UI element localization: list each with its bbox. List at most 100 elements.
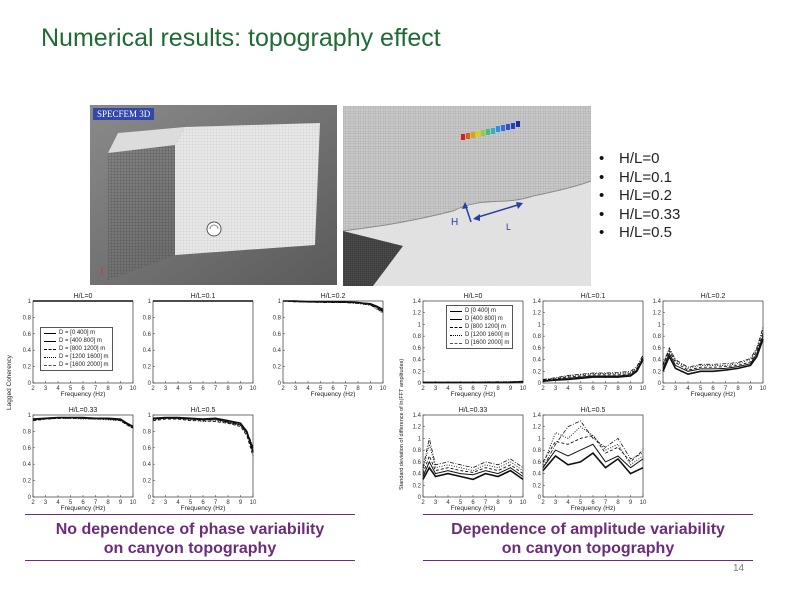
y-tick-label: 1.4 (533, 413, 542, 419)
page-number: 14 (733, 563, 745, 574)
x-tick-label: 9 (119, 386, 123, 392)
x-tick-label: 3 (164, 386, 168, 392)
x-tick-label: 8 (226, 386, 230, 392)
x-tick-label: 10 (380, 386, 387, 392)
legend-entry: D = [0 400] m (44, 329, 109, 337)
y-tick-label: 0 (148, 495, 152, 501)
x-tick-label: 7 (214, 386, 218, 392)
x-tick-label: 3 (164, 500, 168, 506)
y-tick-label: 1.4 (653, 299, 662, 305)
y-tick-label: 0.4 (413, 358, 422, 364)
y-tick-label: 1 (148, 299, 152, 305)
x-tick-label: 8 (226, 500, 230, 506)
x-tick-label: 2 (151, 386, 155, 392)
amplitude-ylabel: Standard deviation of difference of ln(F… (399, 358, 405, 490)
x-tick-label: 9 (749, 386, 753, 392)
y-tick-label: 0 (418, 381, 422, 387)
x-tick-label: 6 (471, 500, 475, 506)
x-tick-label: 4 (56, 500, 60, 506)
series-line (422, 444, 524, 472)
legend-entry: D [1600 2000] m (450, 339, 509, 347)
x-tick-label: 5 (459, 386, 463, 392)
series-line (152, 417, 254, 447)
x-tick-label: 6 (81, 386, 85, 392)
plot-area (152, 414, 254, 498)
legend-entry: D [400 800] m (450, 315, 509, 323)
x-tick-label: 6 (201, 386, 205, 392)
series-line (662, 338, 764, 376)
list-item: H/L=0.1 (597, 169, 680, 188)
legend-entry: D = [400 800] m (44, 337, 109, 345)
chart-title: H/L=0.1 (581, 293, 606, 300)
y-tick-label: 1.2 (533, 425, 542, 431)
caption-line: No dependence of phase variability (55, 521, 325, 538)
legend-entry: D = [1200 1600] m (44, 353, 109, 361)
y-tick-label: 1.2 (533, 311, 542, 317)
x-tick-label: 10 (250, 386, 257, 392)
list-item: H/L=0.33 (597, 206, 680, 225)
y-tick-label: 0.2 (533, 483, 542, 489)
y-tick-label: 0.2 (273, 365, 282, 371)
plot-area (32, 414, 134, 498)
x-tick-label: 7 (484, 500, 488, 506)
x-tick-label: 9 (239, 500, 243, 506)
x-tick-label: 10 (250, 500, 257, 506)
x-tick-label: 10 (760, 386, 767, 392)
chart-title: H/L=0.2 (321, 293, 346, 300)
x-tick-label: 3 (434, 500, 438, 506)
y-tick-label: 0 (538, 381, 542, 387)
x-tick-label: 3 (44, 500, 48, 506)
series-line (542, 443, 644, 469)
x-tick-label: 5 (189, 500, 193, 506)
y-tick-label: 1 (28, 413, 32, 419)
plot-area (282, 300, 384, 384)
series-line (662, 333, 764, 371)
x-tick-label: 8 (356, 386, 360, 392)
series-line (282, 300, 384, 313)
list-item: H/L=0.5 (597, 224, 680, 243)
y-tick-label: 0.6 (273, 332, 282, 338)
y-tick-label: 0 (148, 381, 152, 387)
y-tick-label: 0.4 (533, 358, 542, 364)
x-tick-label: 9 (629, 500, 633, 506)
y-tick-label: 0.6 (143, 332, 152, 338)
x-tick-label: 2 (661, 386, 665, 392)
x-tick-label: 6 (711, 386, 715, 392)
y-tick-label: 0.2 (533, 369, 542, 375)
series-line (423, 380, 524, 383)
y-tick-label: 0 (658, 381, 662, 387)
canyon-drawing: H L (343, 106, 591, 286)
y-tick-label: 0.8 (413, 448, 422, 454)
y-tick-label: 1 (28, 299, 32, 305)
y-tick-label: 0.6 (143, 446, 152, 452)
y-tick-label: 0.4 (23, 462, 32, 468)
x-tick-label: 9 (629, 386, 633, 392)
y-tick-label: 1 (418, 436, 422, 442)
x-tick-label: 5 (189, 386, 193, 392)
x-tick-label: 10 (640, 386, 647, 392)
chart-title: H/L=0 (74, 293, 93, 300)
series-line (542, 434, 644, 463)
list-item: H/L=0 (597, 150, 680, 169)
caption-line: on canyon topography (501, 540, 675, 557)
series-line (542, 420, 644, 468)
x-tick-label: 8 (496, 500, 500, 506)
l-label: L (506, 222, 511, 232)
software-label: SPECFEM 3D (93, 108, 155, 120)
chart-title: H/L=0.5 (191, 407, 216, 414)
y-tick-label: 0.8 (23, 315, 32, 321)
x-tick-label: 10 (520, 500, 527, 506)
y-tick-label: 0.6 (23, 446, 32, 452)
y-tick-label: 0.2 (23, 479, 32, 485)
y-tick-label: 0.6 (653, 346, 662, 352)
plot-area (542, 300, 644, 384)
y-tick-label: 0.4 (533, 472, 542, 478)
chart-title: H/L=0.5 (581, 407, 606, 414)
legend-entry: D = [800 1200] m (44, 345, 109, 353)
x-tick-label: 4 (446, 386, 450, 392)
y-tick-label: 1.2 (653, 311, 662, 317)
legend-entry: D [0 400] m (450, 307, 509, 315)
x-tick-label: 4 (566, 500, 570, 506)
hl-ratio-list: H/L=0 H/L=0.1 H/L=0.2 H/L=0.33 H/L=0.5 (597, 150, 680, 243)
x-tick-label: 8 (106, 386, 110, 392)
